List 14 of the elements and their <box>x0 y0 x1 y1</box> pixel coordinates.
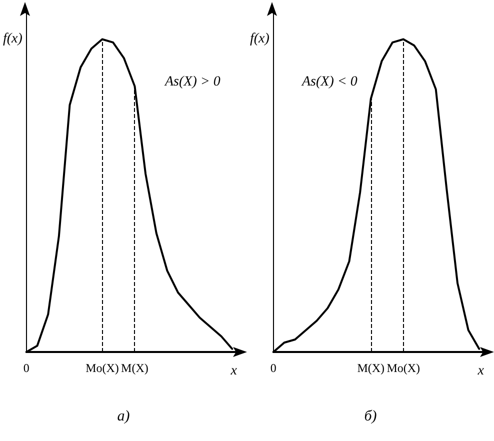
x-axis-title: x <box>230 364 238 378</box>
text: a) <box>117 408 130 424</box>
x-tick-label: 0 <box>270 361 276 375</box>
annotation: As(X) > 0 <box>164 74 220 90</box>
x-tick-label: M(X) <box>121 361 148 375</box>
text: б) <box>364 408 377 424</box>
x-axis-title: x <box>476 364 485 378</box>
x-tick-label: Mo(X) <box>86 361 119 375</box>
y-axis-title: f(x) <box>2 32 23 46</box>
x-tick-label: M(X) <box>357 361 385 375</box>
annotation: As(X) < 0 <box>301 74 358 90</box>
y-axis-title: f(x) <box>250 32 270 46</box>
x-tick-label: 0 <box>23 361 30 375</box>
x-tick-label: Mo(X) <box>386 361 420 375</box>
